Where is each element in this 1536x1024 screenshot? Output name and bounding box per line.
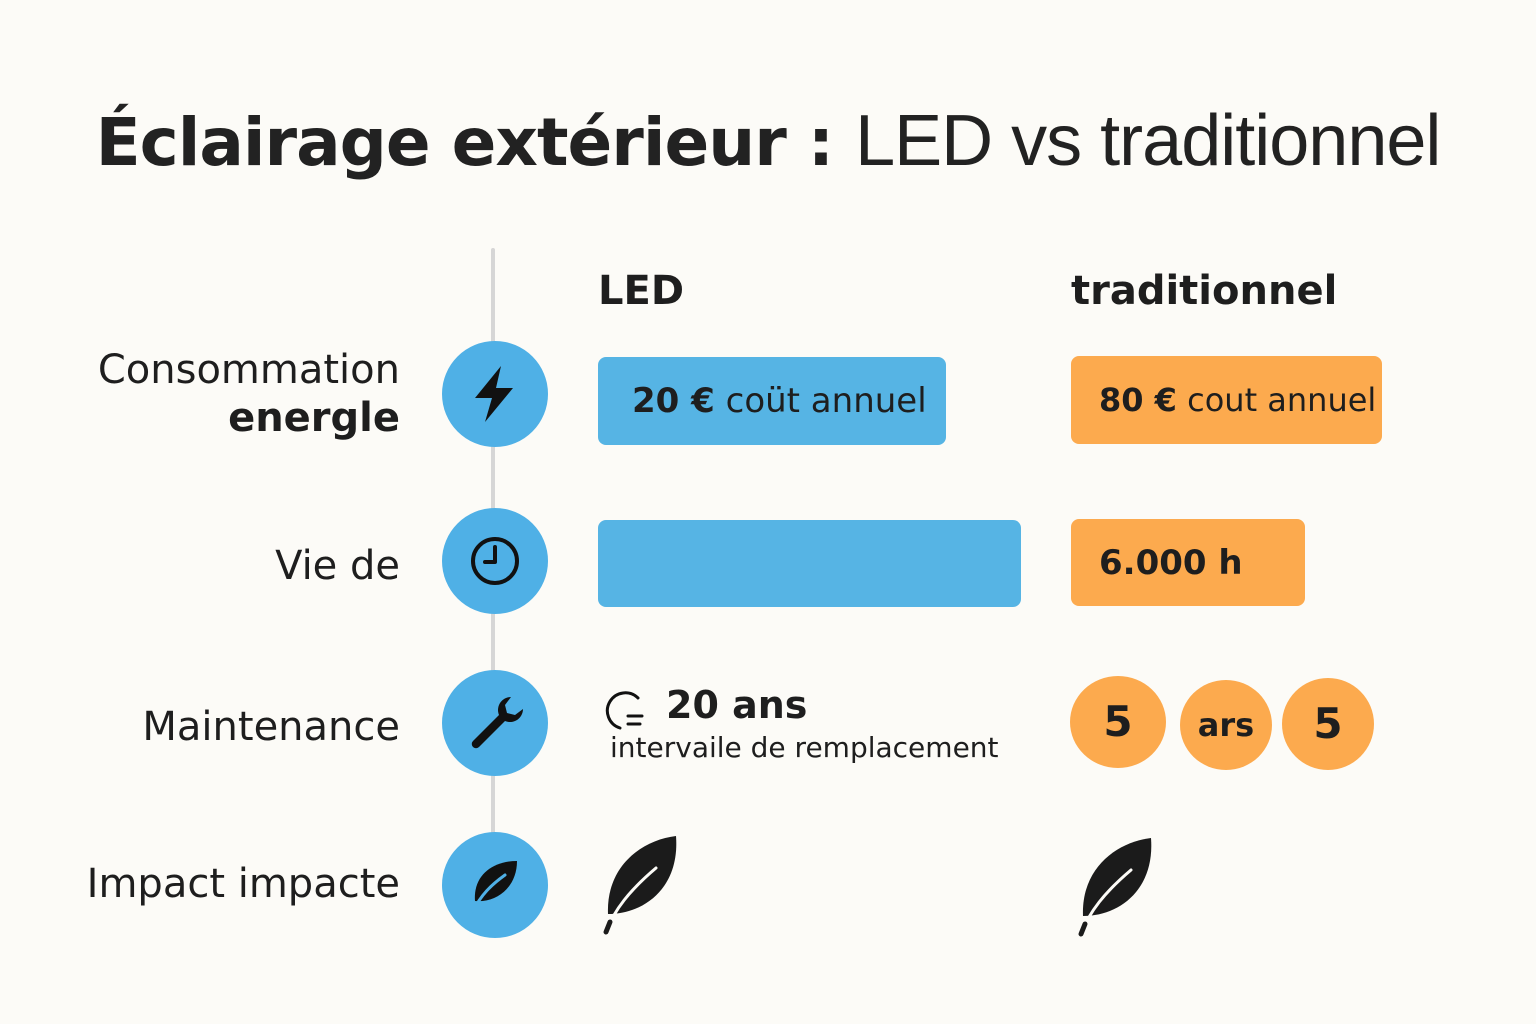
row-label-maintenance: Maintenance	[142, 704, 400, 750]
title-part-2: LED vs traditionnel	[855, 101, 1441, 181]
led-maintenance-caption: intervaile de remplacement	[610, 731, 999, 764]
lightning-bolt-icon	[475, 366, 513, 422]
lifespan-icon-circle	[442, 508, 548, 614]
traditional-energy-bar: 80 € cout annuel	[1071, 356, 1382, 444]
led-impact-leaf-icon	[603, 836, 677, 935]
row-label-energy: Consommation energle	[98, 346, 400, 442]
led-lifespan-bar	[598, 520, 1021, 607]
impact-icon-circle	[442, 832, 548, 938]
title-separator: :	[785, 104, 856, 181]
wrench-icon	[471, 697, 523, 749]
clock-icon	[471, 537, 519, 585]
replacement-cycle-icon	[605, 691, 644, 730]
traditional-impact-leaf-icon	[1078, 838, 1152, 937]
title-part-1: Éclairage extérieur	[95, 104, 787, 181]
traditional-energy-amount: 80 €	[1099, 381, 1177, 419]
traditional-maintenance-bubble-1: 5	[1070, 676, 1166, 768]
leaf-icon	[471, 861, 517, 913]
traditional-lifespan-bar: 6.000 h	[1071, 519, 1305, 606]
traditional-maintenance-bubble-2: ars	[1180, 680, 1272, 770]
row-label-lifespan: Vie de	[275, 543, 400, 589]
maintenance-icon-circle	[442, 670, 548, 776]
traditional-lifespan-text: 6.000 h	[1099, 543, 1243, 583]
row-label-energy-line2: energle	[228, 395, 400, 441]
row-label-energy-line1: Consommation	[97, 347, 400, 393]
traditional-energy-text: cout annuel	[1187, 381, 1377, 419]
led-energy-bar: 20 € coüt annuel	[598, 357, 946, 445]
column-header-traditional: traditionnel	[1071, 268, 1338, 314]
page-title: Éclairage extérieur : LED vs traditionne…	[0, 96, 1536, 188]
column-header-led: LED	[598, 268, 685, 314]
led-energy-amount: 20 €	[632, 381, 715, 421]
row-label-impact: Impact impacte	[86, 861, 400, 907]
led-maintenance-value: 20 ans	[666, 683, 808, 727]
energy-icon-circle	[442, 341, 548, 447]
traditional-maintenance-bubble-3: 5	[1282, 678, 1374, 770]
led-energy-text: coüt annuel	[725, 381, 927, 421]
